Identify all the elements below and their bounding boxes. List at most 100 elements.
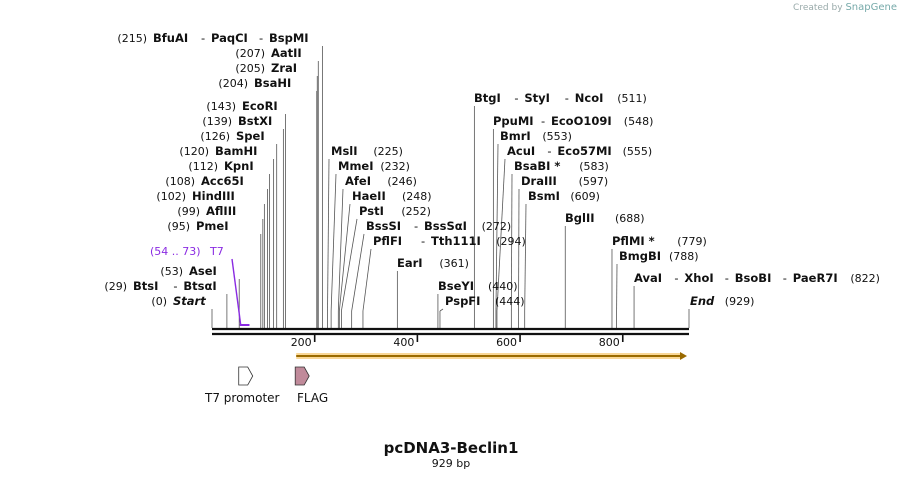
- primer-name-label: T7: [209, 245, 224, 258]
- site-position: (108): [165, 175, 195, 188]
- enzyme-name: BsaBI *: [514, 159, 560, 173]
- site-afei[interactable]: AfeI (246): [345, 174, 417, 188]
- site-aatii[interactable]: AatII (207): [235, 46, 301, 60]
- site-ppumi[interactable]: PpuMI - EcoO109I (548): [493, 114, 653, 128]
- site-bmri[interactable]: BmrI (553): [500, 129, 572, 143]
- site-leader: [337, 188, 344, 312]
- enzyme-name: BmrI: [500, 129, 531, 143]
- svg-text:HaeII: HaeII: [352, 189, 386, 203]
- site-bmgbi[interactable]: BmgBI (788): [619, 249, 699, 263]
- site-end[interactable]: End (929): [690, 294, 754, 308]
- enzyme-name: AatII: [271, 46, 302, 60]
- name-separator: -: [421, 234, 425, 248]
- name-separator: -: [783, 271, 787, 285]
- site-spei[interactable]: SpeI (126): [200, 129, 264, 143]
- svg-text:ZraI: ZraI: [271, 61, 297, 75]
- enzyme-name: DraIII: [521, 174, 557, 188]
- svg-text:Start: Start: [173, 294, 206, 308]
- site-leader: [351, 233, 365, 312]
- site-bsabi[interactable]: BsaBI * (583): [514, 159, 609, 173]
- site-haeii[interactable]: HaeII (248): [352, 189, 432, 203]
- site-bsahi[interactable]: BsaHI (204): [218, 76, 291, 90]
- enzyme-name: PflFI: [373, 234, 402, 248]
- enzyme-name: PpuMI: [493, 114, 534, 128]
- site-leader: [495, 143, 499, 312]
- site-psti[interactable]: PstI (252): [359, 204, 431, 218]
- feature-arrow-shape: [238, 366, 254, 386]
- enzyme-name: BssSαI: [424, 219, 467, 233]
- site-msli[interactable]: MslI (225): [331, 144, 403, 158]
- site-bsssi[interactable]: BssSI - BssSαI (272): [366, 219, 511, 233]
- site-position: (272): [482, 220, 512, 233]
- svg-text:BmrI: BmrI: [500, 129, 531, 143]
- site-ecori[interactable]: EcoRI (143): [206, 99, 277, 113]
- site-leader: [510, 173, 513, 312]
- site-position: (53): [160, 265, 183, 278]
- svg-text:AcuI-Eco57MI: AcuI - Eco57MI: [507, 144, 612, 158]
- svg-text:BsmI: BsmI: [528, 189, 560, 203]
- site-avai[interactable]: AvaI - XhoI - BsoBI - PaeR7I (822): [634, 271, 880, 285]
- enzyme-name: BmgBI: [619, 249, 661, 263]
- site-bglii[interactable]: BglII (688): [565, 211, 645, 225]
- site-kpni[interactable]: KpnI (112): [188, 159, 253, 173]
- enzyme-name: BspMI: [269, 31, 309, 45]
- site-pflfi[interactable]: PflFI - Tth111I (294): [373, 234, 526, 248]
- snapgene-credit: Created by SnapGene: [793, 2, 897, 13]
- site-position: (779): [677, 235, 707, 248]
- site-position: (215): [117, 32, 147, 45]
- site-asei[interactable]: AseI (53): [160, 264, 216, 278]
- site-position: (126): [200, 130, 230, 143]
- enzyme-name: AseI: [189, 264, 217, 278]
- site-pspfi[interactable]: PspFI (444): [445, 294, 525, 308]
- feature-label: T7 promoter: [204, 391, 280, 405]
- svg-text:BseYI: BseYI: [438, 279, 474, 293]
- enzyme-name: BsmI: [528, 189, 560, 203]
- svg-text:DraIII: DraIII: [521, 174, 557, 188]
- site-pflmi[interactable]: PflMI * (779): [612, 234, 707, 248]
- site-bsmi[interactable]: BsmI (609): [528, 189, 600, 203]
- feature-flag[interactable]: FLAG: [294, 366, 328, 405]
- site-zrai[interactable]: ZraI (205): [235, 61, 297, 75]
- site-position: (688): [615, 212, 645, 225]
- feature-arrow-shape: [294, 366, 310, 386]
- enzyme-name: PaeR7I: [793, 271, 838, 285]
- enzyme-name: AvaI: [634, 271, 662, 285]
- axis-ticks: 200 400 600 800: [291, 335, 624, 349]
- name-separator: -: [259, 31, 263, 45]
- enzyme-name: Acc65I: [201, 174, 244, 188]
- site-position: (248): [402, 190, 432, 203]
- feature-t7-promoter[interactable]: T7 promoter: [204, 366, 280, 405]
- site-acui[interactable]: AcuI - Eco57MI (555): [507, 144, 652, 158]
- site-bamhi[interactable]: BamHI (120): [179, 144, 257, 158]
- site-bstxi[interactable]: BstXI (139): [202, 114, 272, 128]
- enzyme-name: BglII: [565, 211, 595, 225]
- site-eari[interactable]: EarI (361): [397, 256, 469, 270]
- enzyme-name: BstXI: [238, 114, 272, 128]
- name-separator: -: [547, 144, 551, 158]
- primer-t7[interactable]: (54 .. 73) T7: [150, 245, 250, 326]
- site-btsi[interactable]: BtsI - BtsαI (29): [104, 279, 216, 293]
- site-draiii[interactable]: DraIII (597): [521, 174, 608, 188]
- site-leader: [338, 203, 351, 312]
- enzyme-name: Eco57MI: [557, 144, 611, 158]
- svg-text:KpnI: KpnI: [224, 159, 254, 173]
- enzyme-name: AflIII: [206, 204, 236, 218]
- site-btgi[interactable]: BtgI - StyI - NcoI (511): [474, 91, 647, 105]
- site-position: (143): [206, 100, 236, 113]
- site-mmei[interactable]: MmeI (232): [338, 159, 410, 173]
- svg-text:AvaI-XhoI-BsoBI-PaeR7I: AvaI - XhoI - BsoBI - PaeR7I: [634, 271, 838, 285]
- site-bseyi[interactable]: BseYI (440): [438, 279, 518, 293]
- site-position: (609): [570, 190, 600, 203]
- site-bfuai[interactable]: BfuAI - PaqCI - BspMI(215): [117, 31, 308, 45]
- site-start[interactable]: Start (0): [151, 294, 206, 308]
- site-pmei[interactable]: PmeI (95): [167, 219, 228, 233]
- site-acc65i[interactable]: Acc65I (108): [165, 174, 243, 188]
- enzyme-name: PspFI: [445, 294, 480, 308]
- site-hindiii[interactable]: HindIII (102): [156, 189, 234, 203]
- name-separator: -: [725, 271, 729, 285]
- orf-arrow[interactable]: [296, 352, 687, 360]
- site-afliii[interactable]: AflIII (99): [177, 204, 236, 218]
- enzyme-name: BfuAI: [153, 31, 188, 45]
- site-position: (929): [725, 295, 755, 308]
- name-separator: -: [541, 114, 545, 128]
